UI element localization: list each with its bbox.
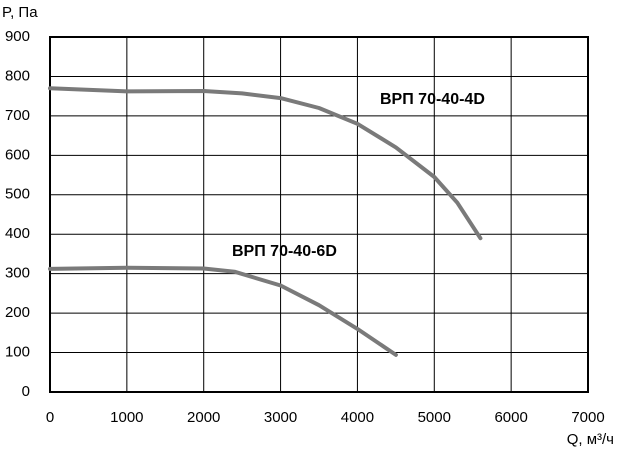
x-tick-label: 6000	[494, 409, 527, 426]
series-label: ВРП 70-40-6D	[232, 243, 337, 260]
x-tick-label: 4000	[341, 409, 374, 426]
x-tick-label: 3000	[264, 409, 297, 426]
x-axis-label: Q, м³/ч	[567, 431, 614, 448]
y-tick-label: 700	[5, 107, 30, 124]
x-tick-label: 1000	[110, 409, 143, 426]
curve	[48, 265, 398, 357]
y-tick-label: 500	[5, 186, 30, 203]
x-tick-label: 2000	[187, 409, 220, 426]
y-tick-label: 100	[5, 344, 30, 361]
x-tick-label: 7000	[571, 409, 604, 426]
x-tick-label: 0	[46, 409, 54, 426]
x-tick-label: 5000	[418, 409, 451, 426]
series-label: ВРП 70-40-4D	[380, 91, 485, 108]
y-tick-label: 200	[5, 304, 30, 321]
y-tick-label: 300	[5, 265, 30, 282]
plot-frame	[49, 36, 589, 393]
y-tick-label: 0	[22, 383, 30, 400]
y-tick-label: 600	[5, 146, 30, 163]
y-tick-label: 900	[5, 28, 30, 45]
curve	[48, 86, 483, 241]
y-tick-label: 800	[5, 67, 30, 84]
y-tick-label: 400	[5, 225, 30, 242]
y-axis-label: P, Па	[2, 4, 38, 21]
